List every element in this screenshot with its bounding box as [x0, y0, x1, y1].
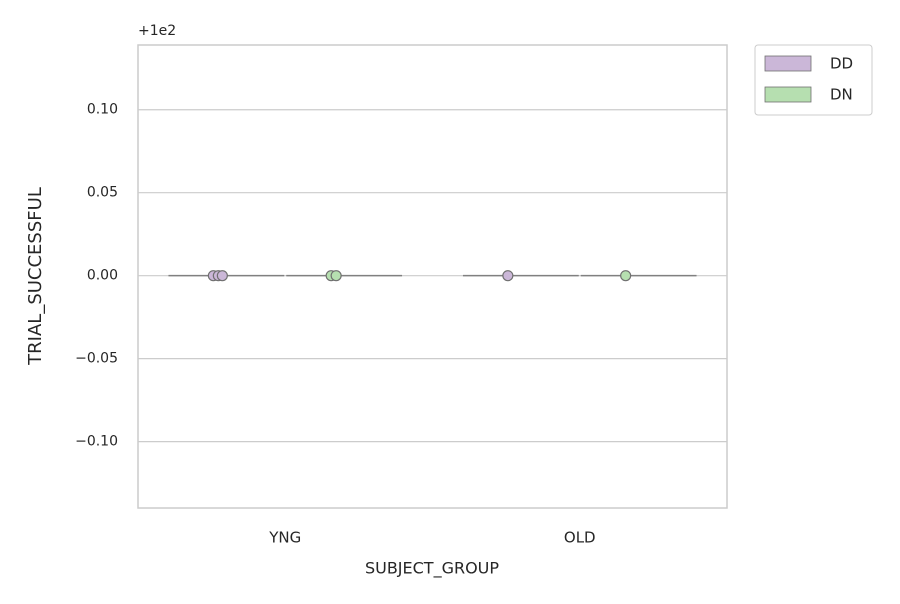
legend-label: DN [830, 86, 853, 104]
legend-swatch [764, 55, 812, 72]
y-tick-label: −0.10 [75, 434, 118, 450]
legend-swatch [764, 86, 812, 103]
strip-point [620, 270, 632, 282]
strip-point [216, 270, 228, 282]
legend-frame [754, 44, 873, 116]
x-tick-label: YNG [268, 529, 301, 547]
y-tick-label: 0.05 [87, 185, 118, 201]
legend-label: DD [830, 55, 853, 73]
y-tick-label: −0.05 [75, 351, 118, 367]
x-axis-label: SUBJECT_GROUP [365, 559, 499, 579]
strip-point [502, 270, 514, 282]
y-tick-label: 0.10 [87, 102, 118, 118]
y-tick-label: 0.00 [87, 268, 118, 284]
y-axis-label: TRIAL_SUCCESSFUL [25, 187, 46, 366]
strip-point [330, 270, 342, 282]
plot-frame [137, 44, 728, 509]
x-tick-label: OLD [564, 529, 596, 547]
axis-offset: +1e2 [138, 23, 176, 39]
